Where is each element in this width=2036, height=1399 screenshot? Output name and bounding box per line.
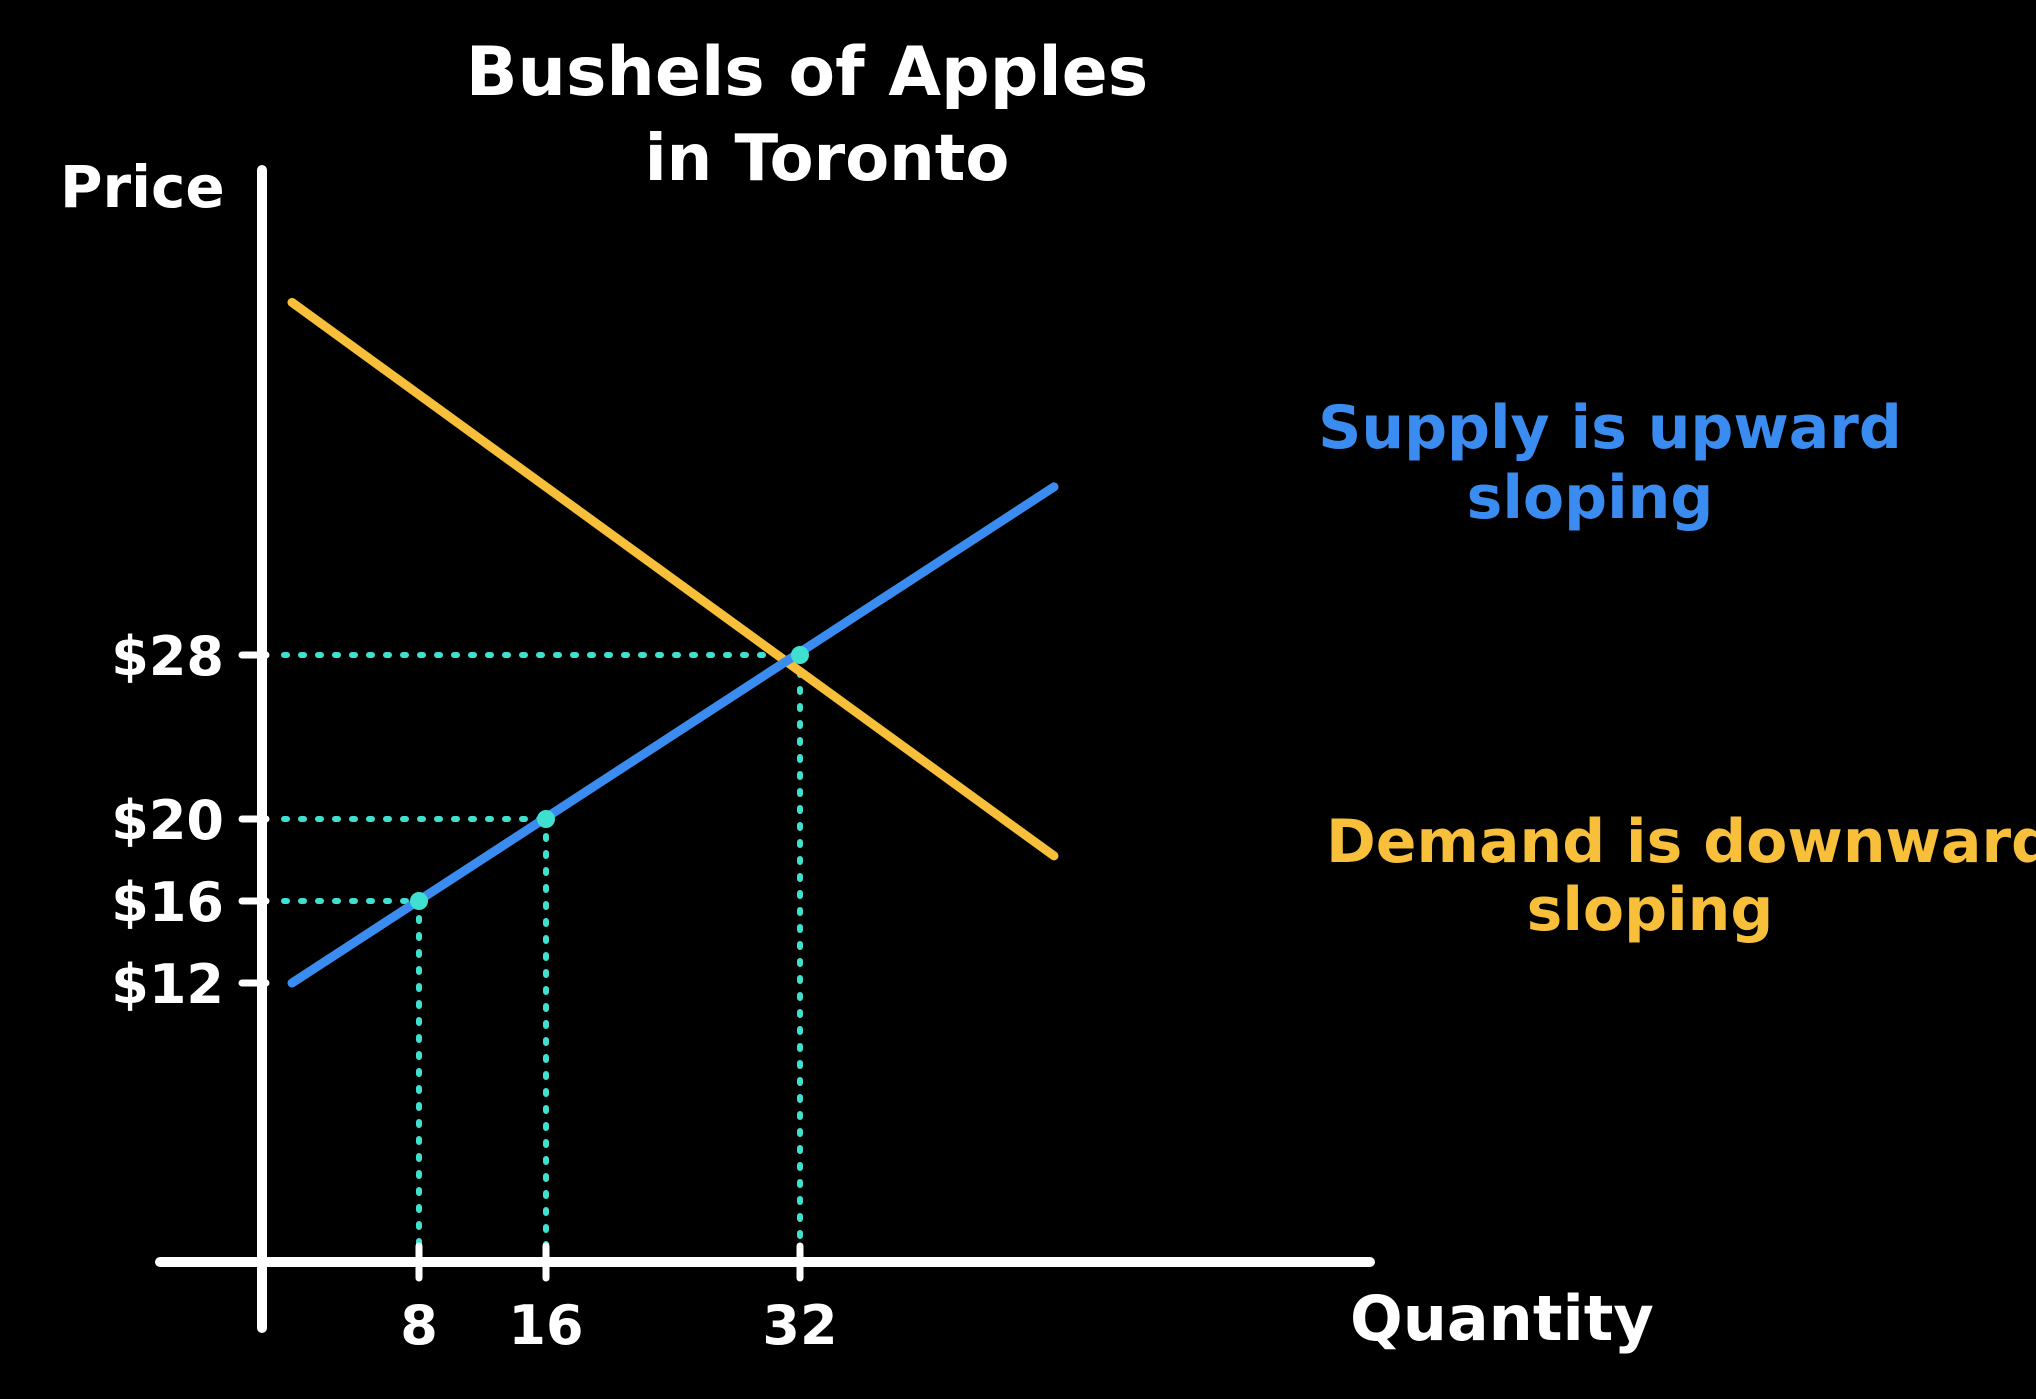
supply-annotation-line-1: Supply is upward <box>1318 393 1902 463</box>
chart-title-line-2: in Toronto <box>645 122 1010 196</box>
equilibrium-points <box>410 646 809 910</box>
y-axis-label: Price <box>60 153 225 221</box>
x-tick-label-1: 16 <box>508 1294 583 1357</box>
x-tick-label-0: 8 <box>400 1294 438 1357</box>
highlight-point-0 <box>410 892 428 910</box>
demand-annotation-line-2: sloping <box>1527 875 1774 945</box>
highlight-point-2 <box>791 646 809 664</box>
x-axis-label: Quantity <box>1350 1282 1654 1355</box>
x-tick-label-2: 32 <box>762 1294 837 1357</box>
chart-title-line-1: Bushels of Apples <box>466 33 1149 112</box>
demand-annotation-line-1: Demand is downward <box>1326 807 2036 877</box>
y-tick-label-0: $12 <box>111 953 224 1016</box>
supply-annotation-line-2: sloping <box>1467 463 1714 533</box>
y-ticks: $12 $16 $20 $28 <box>111 625 270 1016</box>
highlight-point-1 <box>537 810 555 828</box>
demand-curve <box>287 297 1059 861</box>
x-ticks: 8 16 32 <box>400 1242 838 1357</box>
y-tick-label-1: $16 <box>111 871 224 934</box>
guide-lines <box>281 652 803 1255</box>
y-tick-label-3: $28 <box>111 625 224 688</box>
y-tick-label-2: $20 <box>111 789 224 852</box>
